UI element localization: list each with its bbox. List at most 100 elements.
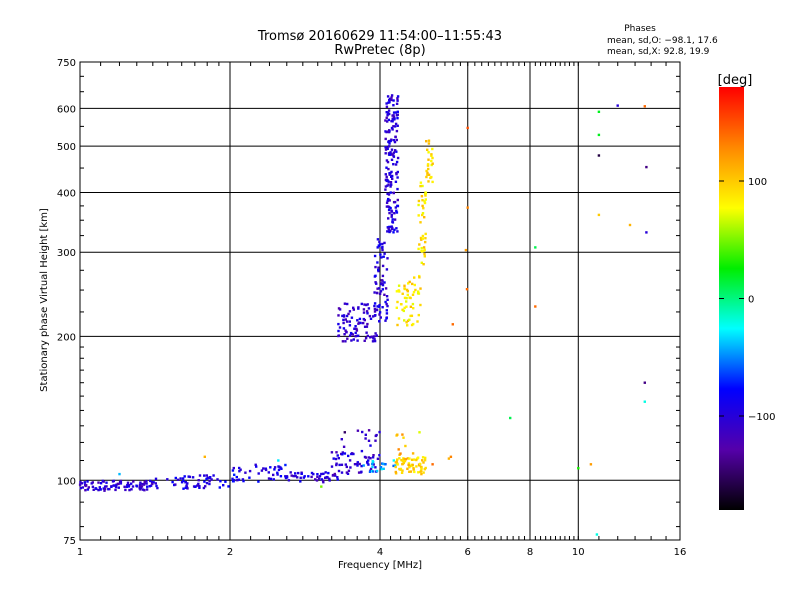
data-point	[396, 204, 399, 208]
data-point	[394, 470, 397, 474]
data-point	[404, 458, 407, 461]
data-point	[336, 478, 339, 481]
data-point	[385, 302, 388, 306]
data-point	[174, 476, 177, 480]
data-point	[376, 287, 379, 290]
data-point	[397, 448, 400, 451]
data-point	[198, 486, 201, 489]
y-axis-label: Stationary phase Virtual Height [km]	[39, 208, 50, 392]
data-point	[406, 319, 410, 322]
data-point	[360, 302, 363, 306]
data-point	[385, 295, 389, 298]
data-point	[287, 479, 291, 482]
data-point	[341, 453, 344, 456]
data-point	[416, 320, 419, 323]
data-point	[643, 400, 646, 403]
data-point	[272, 473, 275, 477]
data-point	[141, 488, 145, 491]
data-point	[237, 478, 241, 481]
data-point	[427, 158, 430, 161]
data-point	[300, 472, 303, 475]
data-point	[321, 479, 325, 482]
data-point	[421, 204, 424, 208]
data-point	[390, 158, 394, 161]
data-point	[373, 314, 377, 317]
data-point	[340, 463, 344, 466]
data-point	[379, 316, 382, 319]
data-point	[336, 454, 339, 457]
data-point	[449, 455, 453, 458]
data-point	[387, 167, 390, 171]
data-point	[386, 230, 389, 233]
data-point	[383, 281, 386, 284]
data-point	[337, 314, 340, 317]
data-point	[465, 288, 469, 291]
data-point	[391, 221, 395, 224]
data-point	[391, 128, 394, 131]
data-point	[372, 463, 375, 466]
data-point	[412, 307, 415, 310]
data-point	[387, 205, 390, 208]
data-point	[342, 321, 345, 325]
data-point	[297, 471, 300, 475]
data-point	[140, 485, 144, 488]
data-point	[290, 474, 293, 477]
y-tick-label: 200	[57, 332, 76, 343]
data-point	[102, 487, 105, 490]
data-point	[393, 117, 396, 120]
data-point	[380, 279, 383, 282]
data-point	[105, 481, 108, 484]
data-point	[203, 480, 206, 483]
data-point	[378, 240, 381, 244]
data-point	[427, 173, 431, 176]
data-point	[364, 437, 367, 440]
data-point	[360, 449, 364, 453]
data-point	[424, 240, 427, 244]
data-point	[123, 485, 126, 488]
data-point	[418, 276, 421, 279]
data-point	[181, 477, 185, 480]
data-point	[393, 212, 396, 215]
data-point	[374, 308, 378, 311]
data-point	[386, 298, 389, 301]
data-point	[386, 120, 389, 123]
data-point	[254, 463, 257, 466]
data-point	[318, 477, 321, 480]
data-point	[124, 488, 127, 492]
data-point	[236, 479, 239, 482]
data-point	[364, 433, 367, 436]
data-point	[386, 257, 389, 260]
data-point	[205, 474, 208, 477]
data-point	[628, 223, 632, 227]
data-point	[367, 429, 371, 432]
data-point	[83, 481, 86, 484]
data-point	[365, 325, 369, 328]
data-point	[395, 102, 399, 105]
data-point	[382, 467, 385, 470]
data-point	[399, 468, 402, 471]
data-point	[388, 153, 391, 156]
data-point	[210, 478, 213, 481]
data-point	[350, 452, 353, 456]
data-point	[273, 466, 277, 469]
data-point	[99, 488, 102, 491]
data-point	[394, 180, 398, 183]
data-point	[366, 303, 369, 306]
data-point	[424, 456, 427, 460]
data-point	[348, 334, 352, 337]
y-tick-label: 300	[57, 248, 76, 259]
data-point	[355, 329, 359, 332]
data-point	[386, 192, 389, 195]
data-point	[110, 485, 113, 488]
data-point	[401, 292, 404, 295]
data-point	[362, 308, 366, 311]
data-point	[393, 228, 396, 231]
data-point	[233, 478, 236, 482]
data-point	[412, 466, 415, 470]
data-point	[296, 476, 299, 479]
data-point	[171, 480, 174, 484]
x-tick-label: 10	[572, 547, 585, 558]
data-point	[390, 215, 393, 218]
data-point	[386, 147, 389, 150]
data-point	[151, 482, 154, 486]
